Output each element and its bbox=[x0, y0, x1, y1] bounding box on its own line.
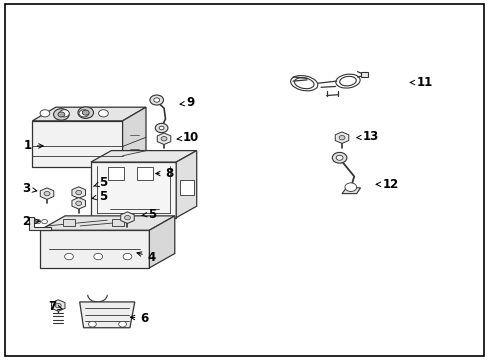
Circle shape bbox=[338, 135, 344, 140]
Circle shape bbox=[119, 321, 126, 327]
Bar bbox=[63, 219, 75, 226]
Circle shape bbox=[344, 183, 356, 192]
Polygon shape bbox=[51, 300, 65, 311]
Polygon shape bbox=[91, 150, 196, 162]
Text: 2: 2 bbox=[22, 215, 40, 228]
Polygon shape bbox=[91, 162, 176, 218]
Polygon shape bbox=[29, 217, 51, 230]
Polygon shape bbox=[157, 133, 170, 144]
Circle shape bbox=[331, 152, 346, 163]
Text: 12: 12 bbox=[375, 178, 398, 191]
Text: 1: 1 bbox=[23, 139, 43, 152]
Text: 3: 3 bbox=[22, 183, 37, 195]
Circle shape bbox=[94, 253, 102, 260]
Circle shape bbox=[76, 190, 81, 195]
Bar bbox=[361, 72, 367, 77]
Text: 11: 11 bbox=[409, 76, 432, 89]
Circle shape bbox=[54, 109, 69, 120]
Polygon shape bbox=[72, 187, 85, 198]
Circle shape bbox=[82, 110, 89, 115]
Circle shape bbox=[335, 155, 342, 160]
Text: 5: 5 bbox=[142, 208, 156, 221]
Circle shape bbox=[55, 303, 61, 308]
Circle shape bbox=[79, 110, 89, 117]
Bar bbox=[137, 167, 153, 180]
Circle shape bbox=[99, 110, 108, 117]
Text: 8: 8 bbox=[155, 167, 173, 180]
Circle shape bbox=[58, 112, 64, 117]
Circle shape bbox=[40, 110, 50, 117]
Text: 5: 5 bbox=[93, 176, 107, 189]
Circle shape bbox=[78, 107, 93, 118]
Polygon shape bbox=[40, 216, 174, 230]
Bar bbox=[180, 180, 193, 195]
Text: 10: 10 bbox=[177, 131, 199, 144]
Polygon shape bbox=[40, 188, 54, 199]
Circle shape bbox=[76, 201, 81, 206]
Polygon shape bbox=[176, 150, 196, 218]
Text: 13: 13 bbox=[356, 130, 379, 144]
Circle shape bbox=[44, 192, 50, 196]
Polygon shape bbox=[32, 121, 122, 167]
Polygon shape bbox=[335, 132, 348, 143]
Text: 6: 6 bbox=[130, 311, 148, 325]
Polygon shape bbox=[121, 212, 134, 224]
Circle shape bbox=[88, 321, 96, 327]
Circle shape bbox=[159, 126, 163, 130]
Bar bbox=[112, 219, 124, 226]
Circle shape bbox=[35, 220, 41, 224]
Circle shape bbox=[64, 253, 73, 260]
Circle shape bbox=[41, 220, 47, 224]
Polygon shape bbox=[122, 107, 146, 167]
Polygon shape bbox=[32, 107, 146, 121]
Polygon shape bbox=[80, 302, 135, 328]
Text: 4: 4 bbox=[137, 251, 156, 264]
Bar bbox=[108, 167, 123, 180]
Circle shape bbox=[124, 216, 130, 220]
Circle shape bbox=[60, 110, 69, 117]
Text: 5: 5 bbox=[92, 190, 107, 203]
Circle shape bbox=[161, 136, 167, 141]
Text: 7: 7 bbox=[48, 300, 62, 313]
Text: 9: 9 bbox=[180, 96, 195, 109]
Polygon shape bbox=[72, 198, 85, 209]
Circle shape bbox=[154, 98, 159, 102]
Circle shape bbox=[123, 253, 132, 260]
Polygon shape bbox=[40, 230, 149, 268]
Circle shape bbox=[155, 123, 167, 133]
Polygon shape bbox=[341, 187, 360, 194]
Circle shape bbox=[150, 95, 163, 105]
Polygon shape bbox=[149, 216, 174, 268]
